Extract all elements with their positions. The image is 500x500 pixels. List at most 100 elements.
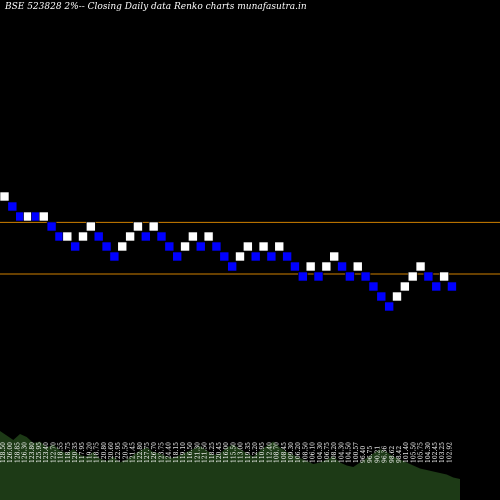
x-tick-label: 128.50 [0,442,7,463]
renko-brick-up [235,251,245,262]
renko-brick-down [164,241,175,252]
x-tick-label: 120.80 [101,442,108,463]
x-tick-label: 103.25 [439,442,446,463]
volume-silhouette [0,431,460,500]
renko-brick-down [368,281,379,292]
x-tick-label: 90.21 [374,446,381,463]
x-tick-label: 98.42 [396,446,403,463]
x-tick-label: 116.00 [223,442,230,463]
renko-brick-up [62,231,73,242]
x-tick-label: 104.30 [338,442,345,463]
x-tick-label: 115.50 [230,442,237,463]
x-tick-label: 108.50 [302,442,309,463]
x-tick-label: 128.85 [14,442,21,463]
x-tick-label: 104.50 [346,442,353,463]
x-tick-label: 108.45 [281,442,288,463]
renko-brick-down [376,291,387,302]
renko-brick-up [352,261,363,272]
x-tick-label: 100.57 [353,442,360,463]
x-tick-label: 116.50 [187,442,194,463]
renko-brick-down [156,231,167,242]
x-tick-label: 123.75 [158,442,165,463]
x-tick-label: 110.95 [259,442,266,463]
x-tick-label: 112.20 [252,442,259,463]
renko-brick-up [400,281,410,292]
renko-brick-down [219,251,230,262]
renko-brick-up [38,211,49,222]
renko-brick-down [290,261,300,272]
chart-title: BSE 523828 2%-- Closing Daily data Renko… [5,2,307,12]
renko-brick-down [423,271,434,282]
x-tick-label: 106.75 [324,442,331,463]
x-tick-label: 119.35 [245,442,252,463]
x-tick-label: 105.75 [418,442,425,463]
renko-brick-down [109,251,120,262]
renko-brick-up [117,241,128,252]
renko-brick-up [180,241,190,252]
x-tick-label: 120.50 [122,442,129,463]
renko-brick-up [392,291,402,302]
x-tick-label: 122.80 [137,442,144,463]
x-tick-label: 119.20 [86,442,93,463]
renko-brick-down [250,251,261,262]
x-tick-label: 121.45 [130,442,137,463]
renko-brick-down [282,251,292,262]
x-tick-label: 118.75 [65,442,72,463]
x-tick-label: 96.40 [360,446,367,463]
x-tick-label: 101.40 [403,442,410,463]
renko-brick-up [329,251,340,262]
x-tick-label: 123.40 [43,442,50,463]
renko-brick-up [188,231,198,242]
x-tick-label: 104.30 [317,442,324,463]
x-tick-label: 122.70 [50,442,57,463]
x-tick-label: 125.95 [36,442,43,463]
x-tick-label: 106.20 [295,442,302,463]
volume-area [0,431,460,500]
x-tick-label: 120.35 [72,442,79,463]
x-tick-label: 96.36 [382,446,389,463]
renko-brick-down [93,231,104,242]
x-tick-label: 123.80 [29,442,36,463]
renko-brick-down [211,241,222,252]
x-tick-label: 120.45 [216,442,223,463]
renko-brick-down [227,261,237,272]
x-tick-label: 122.95 [115,442,122,463]
x-tick-label: 121.50 [202,442,209,463]
renko-brick-up [133,221,143,232]
renko-brick-up [86,221,96,232]
renko-brick-up [243,241,253,252]
x-tick-label: 126.70 [151,442,158,463]
renko-brick-up [203,231,214,242]
x-tick-label: 118.75 [94,442,101,463]
renko-brick-down [447,281,457,292]
renko-brick-down [195,241,206,252]
renko-brick-down [345,271,355,282]
renko-brick-up [0,191,10,202]
x-tick-label: 117.95 [79,442,86,463]
x-tick-label: 106.10 [310,442,317,463]
x-tick-label: 118.15 [173,442,180,463]
renko-bricks [0,191,457,312]
x-tick-label: 120.60 [108,442,115,463]
renko-brick-down [101,241,112,252]
x-tick-label: 109.30 [288,442,295,463]
renko-brick-down [172,251,182,262]
renko-brick-down [313,271,324,282]
x-tick-label: 98.62 [389,446,396,463]
renko-brick-up [407,271,418,282]
x-tick-label: 102.45 [432,442,439,463]
renko-brick-up [78,231,88,242]
renko-brick-down [7,201,18,212]
renko-brick-up [258,241,269,252]
renko-brick-up [439,271,449,282]
renko-brick-up [274,241,285,252]
x-tick-label: 124.40 [166,442,173,463]
x-tick-label: 126.30 [22,442,29,463]
x-tick-label: 119.10 [180,442,187,463]
renko-brick-down [266,251,277,262]
renko-brick-down [431,281,442,292]
x-tick-label: 112.40 [266,442,273,463]
x-tick-label: 127.75 [144,442,151,463]
x-tick-label: 108.20 [331,442,338,463]
renko-brick-down [360,271,371,282]
